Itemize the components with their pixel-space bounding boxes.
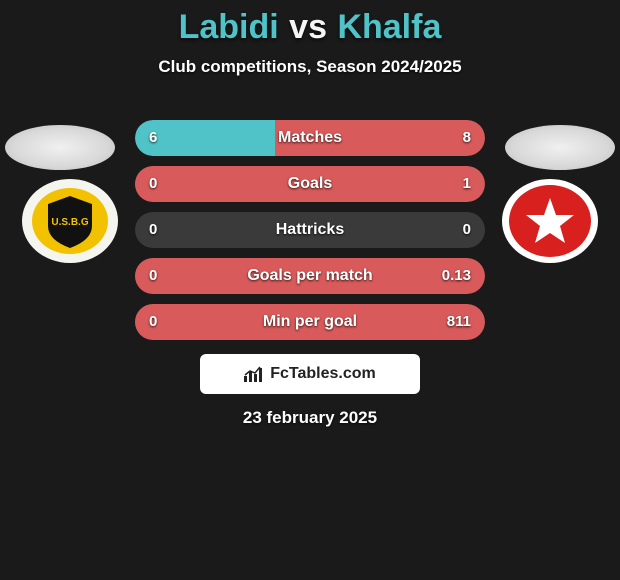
stat-label: Goals [135,166,485,202]
stat-row: 00.13Goals per match [135,258,485,294]
svg-text:E.S.S: E.S.S [540,187,561,196]
stat-row: 68Matches [135,120,485,156]
player2-photo-placeholder [505,125,615,170]
comparison-title: Labidi vs Khalfa [0,0,620,47]
vs-label: vs [289,8,327,46]
usbg-logo-icon: U.S.B.G [20,178,120,264]
player1-photo-placeholder [5,125,115,170]
stat-row: 0811Min per goal [135,304,485,340]
stat-row: 01Goals [135,166,485,202]
date-label: 23 february 2025 [0,408,620,428]
stats-container: 68Matches 01Goals 00Hattricks 00.13Goals pe… [135,120,485,350]
stat-label: Hattricks [135,212,485,248]
team1-logo: U.S.B.G [20,178,120,264]
player2-name: Khalfa [337,8,441,46]
brand-footer[interactable]: FcTables.com [200,354,420,394]
stat-label: Matches [135,120,485,156]
stat-label: Goals per match [135,258,485,294]
stat-row: 00Hattricks [135,212,485,248]
stat-label: Min per goal [135,304,485,340]
team2-logo: E.S.S [500,178,600,264]
subtitle: Club competitions, Season 2024/2025 [0,57,620,77]
player1-name: Labidi [179,8,279,46]
svg-text:U.S.B.G: U.S.B.G [51,217,88,228]
chart-icon [244,366,264,382]
brand-text: FcTables.com [270,365,376,383]
ess-logo-icon: E.S.S [500,178,600,264]
